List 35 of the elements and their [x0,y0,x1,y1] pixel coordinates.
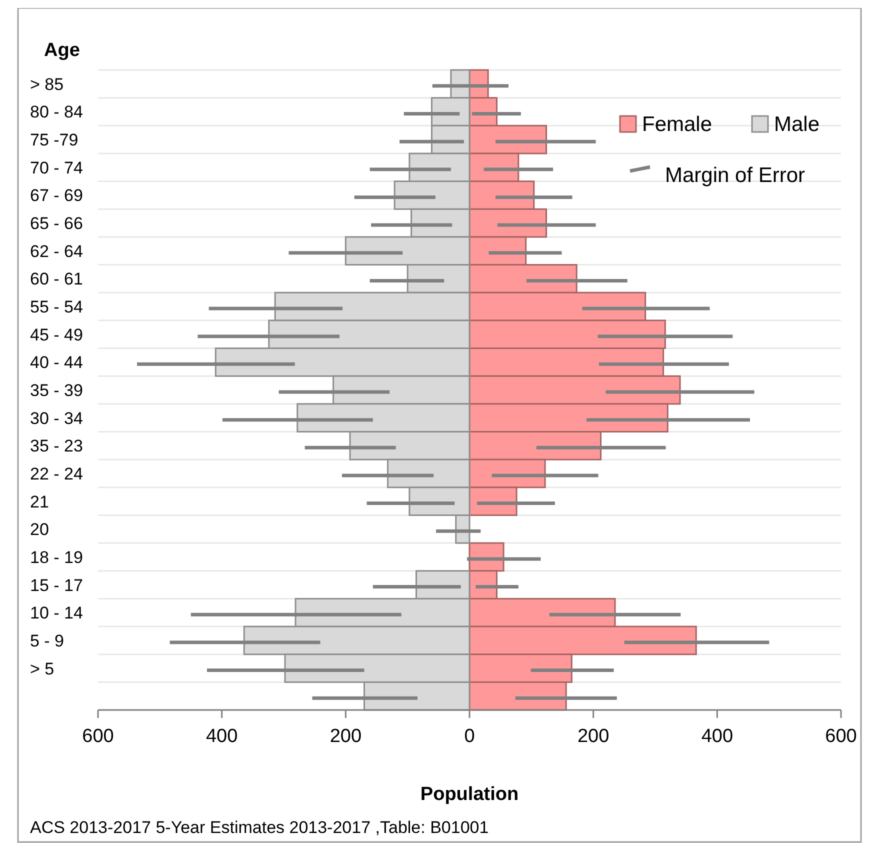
y-tick-label: 30 - 34 [30,408,83,428]
y-tick-label: 35 - 39 [30,381,83,400]
x-axis-title: Population [420,784,519,805]
y-tick-label: 15 - 17 [30,576,83,595]
y-tick-label: > 85 [30,74,64,94]
y-tick-label: 75 -79 [30,130,78,150]
x-tick-label: 400 [701,726,734,747]
y-tick-label: > 5 [30,659,54,678]
y-tick-label: 18 - 19 [30,548,83,567]
y-tick-label: 20 [30,520,49,540]
y-tick-label: 70 - 74 [30,158,83,178]
x-tick-label: 200 [330,726,362,747]
y-tick-label: 5 - 9 [30,631,64,650]
x-tick-label: 0 [464,726,475,747]
annotation: Margin of Error [665,164,806,187]
y-tick-label: 22 - 24 [30,464,83,484]
y-tick-label: 10 - 14 [30,604,83,623]
x-tick-label: 600 [825,726,857,747]
legend-label: Female [642,113,712,136]
y-axis-title: Age [44,40,80,61]
text: ACS 2013-2017 5-Year Estimates 2013-2017 ,Table: B01001 [30,818,489,837]
y-tick-label: 21 [30,492,49,512]
y-tick-label: 67 - 69 [30,186,83,206]
y-tick-label: 65 - 66 [30,214,83,234]
y-tick-label: 60 - 61 [30,270,83,289]
y-tick-label: 35 - 23 [30,436,83,456]
y-tick-label: 80 - 84 [30,102,83,122]
x-tick-label: 200 [577,726,610,747]
legend-label: Male [774,113,820,136]
y-tick-label: 45 - 49 [30,325,83,344]
y-tick-label: 55 - 54 [30,298,83,317]
y-tick-label: 40 - 44 [30,353,83,372]
y-tick-label: 62 - 64 [30,242,83,261]
x-tick-label: 600 [82,726,114,747]
x-tick-label: 400 [206,726,238,747]
